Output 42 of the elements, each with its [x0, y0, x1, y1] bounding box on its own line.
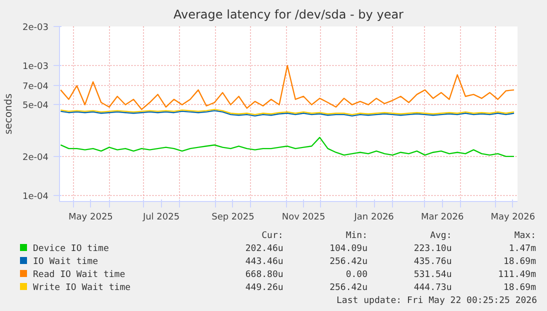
text: 443.46u — [244, 256, 284, 269]
y-tick-label: 1e-04 — [22, 192, 49, 202]
y-tick-label: 7e-04 — [22, 82, 49, 92]
x-tick-label: Jul 2025 — [142, 212, 180, 222]
y-tick-label: 2e-03 — [22, 23, 49, 33]
y-axis-title: seconds — [4, 94, 15, 134]
text: 104.09u — [328, 243, 369, 256]
text: 202.46u — [244, 243, 284, 256]
text: 0.00 — [344, 269, 369, 282]
text: 256.42u — [328, 282, 369, 295]
text: Last update: Fri May 22 00:25:25 2026 — [336, 295, 537, 308]
y-tick-label: 1e-03 — [22, 62, 49, 72]
text: 111.49m — [497, 269, 537, 282]
text: 256.42u — [328, 256, 369, 269]
y-tick-label: 5e-04 — [22, 101, 49, 112]
line-series — [60, 65, 515, 110]
text: 18.69m — [502, 256, 537, 269]
x-tick-label: Sep 2025 — [212, 212, 254, 222]
text: Avg: — [429, 230, 453, 243]
legend-label: Read IO Wait time — [32, 269, 126, 282]
text: 449.26u — [244, 282, 284, 295]
x-tick-label: May 2026 — [490, 212, 536, 222]
chart-title: Average latency for /dev/sda - by year — [174, 8, 404, 22]
text: 1.47m — [508, 243, 537, 256]
text: Min: — [344, 230, 369, 243]
x-tick-label: Nov 2025 — [282, 212, 326, 222]
x-tick-label: Mar 2026 — [420, 212, 464, 222]
text: Max: — [513, 230, 537, 243]
text: 18.69m — [502, 282, 537, 295]
y-tick-label: 2e-04 — [22, 152, 49, 163]
x-tick-label: Jan 2026 — [353, 212, 394, 222]
legend-label: IO Wait time — [32, 256, 100, 269]
text: 435.76u — [412, 256, 453, 269]
x-tick-label: May 2025 — [68, 212, 113, 222]
text: 668.80u — [244, 269, 284, 282]
text: 444.73u — [412, 282, 453, 295]
legend-label: Device IO time — [32, 243, 110, 256]
line-series — [60, 136, 515, 158]
text: 223.10u — [412, 243, 453, 256]
text: Cur: — [260, 230, 284, 243]
text: 531.54u — [412, 269, 453, 282]
legend-label: Write IO Wait time — [32, 282, 132, 295]
